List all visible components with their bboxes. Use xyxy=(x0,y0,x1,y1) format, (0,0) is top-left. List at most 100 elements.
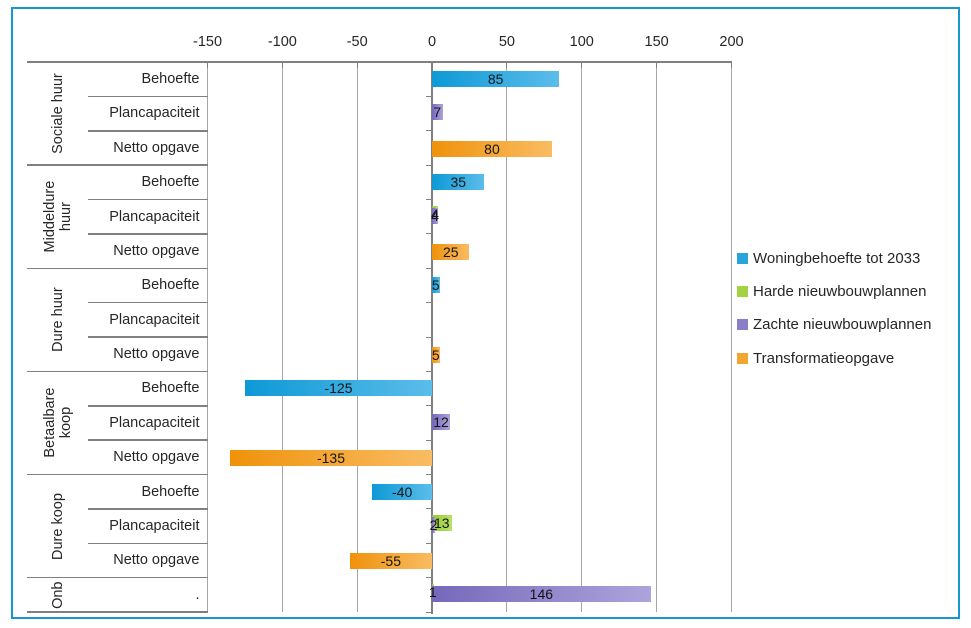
gridline xyxy=(207,62,208,612)
bar-data-label: 85 xyxy=(487,71,504,87)
bar-data-label: 146 xyxy=(529,585,554,602)
row-label: Netto opgave xyxy=(113,346,200,362)
bar-data-label: -135 xyxy=(316,450,346,467)
category-axis-line xyxy=(431,62,434,614)
group-separator-line xyxy=(27,370,208,373)
bar xyxy=(349,553,433,570)
category-axis-tick xyxy=(426,370,433,372)
subcategory-separator-line xyxy=(88,233,208,235)
legend-item: Transformatieopgave xyxy=(737,348,894,368)
row-label: Netto opgave xyxy=(113,449,200,466)
bar xyxy=(432,347,440,363)
bar-data-label: 2 xyxy=(429,516,438,533)
value-axis-tick-label: 0 xyxy=(428,34,437,50)
bar-data-label: 25 xyxy=(442,243,459,260)
subcategory-separator-line xyxy=(88,130,208,132)
category-axis-tick xyxy=(426,130,433,132)
bar-data-label: 4 xyxy=(431,207,439,224)
category-axis-tick xyxy=(426,267,433,269)
category-axis-tick xyxy=(426,233,433,235)
bar-data-label: 7 xyxy=(433,104,442,121)
bar-data-label: -40 xyxy=(392,483,413,500)
category-axis-tick xyxy=(426,95,433,97)
value-axis-tick xyxy=(581,62,583,68)
row-label: Plancapaciteit xyxy=(109,414,200,431)
row-label: Plancapaciteit xyxy=(109,208,200,225)
gridline xyxy=(581,62,583,612)
category-axis-tick xyxy=(426,405,433,407)
bar xyxy=(244,380,433,397)
group-label-text: Dure koop xyxy=(50,492,66,560)
bar-data-label: 13 xyxy=(434,514,450,531)
category-axis-tick xyxy=(426,302,433,304)
subcategory-separator-line xyxy=(88,198,208,201)
category-axis-tick xyxy=(426,199,433,200)
row-label: Plancapaciteit xyxy=(109,105,200,122)
group-label: Sociale huur xyxy=(30,62,86,165)
bar-data-label: -125 xyxy=(324,380,353,397)
subcategory-separator-line xyxy=(88,508,208,510)
bar xyxy=(432,413,451,430)
bar-data-label: -55 xyxy=(380,553,402,570)
value-axis-tick xyxy=(731,62,732,68)
legend-item: Woningbehoefte tot 2033 xyxy=(737,248,920,268)
group-separator-line xyxy=(27,576,208,579)
group-label-text: Dure huur xyxy=(50,287,66,353)
bar xyxy=(372,483,433,500)
value-axis-tick xyxy=(656,62,658,68)
bar xyxy=(432,104,443,121)
value-axis-tick-label: 100 xyxy=(569,34,594,50)
value-axis-tick xyxy=(506,62,508,68)
bar xyxy=(432,277,440,294)
gridline xyxy=(731,62,732,612)
legend-label: Harde nieuwbouwplannen xyxy=(753,282,927,300)
group-label: Betaalbare koop xyxy=(30,371,86,474)
bar-data-label: 12 xyxy=(433,413,449,430)
subcategory-separator-line xyxy=(88,542,208,544)
value-axis-tick xyxy=(356,62,358,68)
group-separator-line xyxy=(27,611,208,613)
gridline xyxy=(506,62,508,612)
legend-swatch xyxy=(737,252,748,264)
group-label-text: Betaalbare koop xyxy=(42,387,74,459)
bar-data-label: 5 xyxy=(431,277,440,294)
row-label: Behoefte xyxy=(141,483,200,500)
value-axis-tick-label: 150 xyxy=(644,34,669,50)
legend-swatch xyxy=(737,352,748,364)
value-axis-tick xyxy=(207,62,208,68)
row-label: Plancapaciteit xyxy=(109,517,200,534)
category-axis-tick xyxy=(426,336,433,338)
category-axis-tick xyxy=(426,439,433,441)
legend-label: Transformatieopgave xyxy=(753,349,895,367)
bar xyxy=(432,514,452,531)
group-label-text: Middeldure huur xyxy=(42,180,74,253)
bar-data-label: 80 xyxy=(484,140,500,157)
group-separator-line xyxy=(27,267,208,269)
row-label: Behoefte xyxy=(141,174,200,191)
row-label: . xyxy=(195,586,200,603)
bar xyxy=(432,207,439,224)
value-axis-tick-label: -50 xyxy=(346,34,368,50)
value-axis-tick-label: -150 xyxy=(192,34,223,50)
bar xyxy=(432,71,560,87)
bar-data-label: 1 xyxy=(428,583,437,600)
group-label: Onb xyxy=(30,578,86,612)
bar xyxy=(432,243,470,260)
bar xyxy=(432,174,485,191)
category-axis-tick xyxy=(426,611,433,613)
value-axis-tick-label: -100 xyxy=(267,34,297,50)
legend-item: Harde nieuwbouwplannen xyxy=(737,281,926,301)
category-axis-tick xyxy=(426,542,433,544)
row-label: Netto opgave xyxy=(113,139,200,156)
row-label: Behoefte xyxy=(141,380,200,397)
row-label: Plancapaciteit xyxy=(109,311,200,328)
row-label: Behoefte xyxy=(141,277,200,294)
row-label: Behoefte xyxy=(141,71,200,87)
gridline xyxy=(656,62,658,612)
bar xyxy=(432,516,436,533)
legend-swatch xyxy=(737,319,748,331)
bar-data-label: 4 xyxy=(431,205,439,222)
value-axis-tick-label: 200 xyxy=(719,34,744,50)
legend-label: Zachte nieuwbouwplannen xyxy=(753,316,932,334)
group-separator-line xyxy=(27,473,208,476)
